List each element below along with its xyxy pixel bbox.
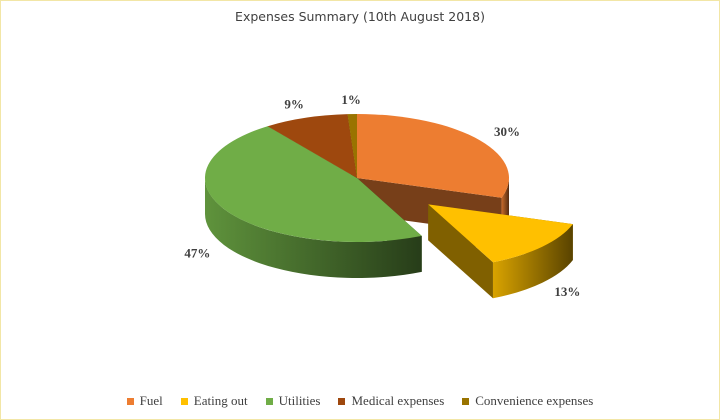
- slice-top-utilities: [205, 126, 422, 242]
- legend-label-convenience-expenses: Convenience expenses: [475, 393, 594, 408]
- slice-side-eating-out: [492, 224, 573, 299]
- slice-top-eating-out: [428, 204, 573, 263]
- legend-label-eating-out: Eating out: [193, 393, 248, 408]
- slice-top-convenience-expenses: [347, 114, 357, 178]
- slice-side-utilities: [205, 178, 422, 278]
- data-label-fuel: 30%: [494, 124, 520, 139]
- legend-swatch-convenience-expenses: [462, 397, 470, 405]
- legend: Fuel Eating out Utilities Medical expenses C…: [0, 393, 720, 409]
- legend-swatch-eating-out: [180, 397, 188, 405]
- legend-label-medical-expenses: Medical expenses: [351, 393, 445, 408]
- data-label-eating-out: 13%: [554, 284, 580, 299]
- data-label-convenience-expenses: 1%: [341, 92, 361, 107]
- data-label-utilities: 47%: [184, 246, 210, 261]
- slice-top-medical-expenses: [267, 114, 357, 178]
- legend-item-utilities: Utilities: [265, 393, 321, 409]
- legend-label-utilities: Utilities: [278, 393, 321, 408]
- legend-item-eating-out: Eating out: [180, 393, 248, 409]
- slice-wall-eating-out-1: [428, 204, 493, 299]
- data-label-medical-expenses: 9%: [284, 97, 304, 112]
- legend-item-fuel: Fuel: [126, 393, 163, 409]
- legend-swatch-medical-expenses: [338, 397, 346, 405]
- chart-title: Expenses Summary (10th August 2018): [235, 9, 485, 24]
- legend-item-medical-expenses: Medical expenses: [338, 393, 444, 409]
- legend-swatch-utilities: [265, 397, 273, 405]
- legend-swatch-fuel: [126, 397, 134, 405]
- pie-tops: [205, 114, 573, 263]
- slice-top-fuel: [357, 114, 509, 198]
- pie-chart: 30% 13% 47% 9% 1%: [184, 92, 580, 299]
- legend-item-convenience-expenses: Convenience expenses: [462, 393, 593, 409]
- legend-label-fuel: Fuel: [139, 393, 163, 408]
